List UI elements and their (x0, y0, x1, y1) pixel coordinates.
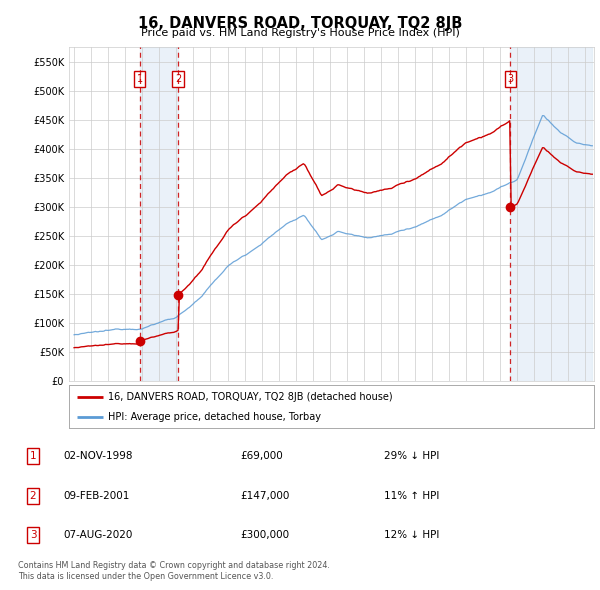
Text: HPI: Average price, detached house, Torbay: HPI: Average price, detached house, Torb… (109, 412, 322, 422)
Text: Contains HM Land Registry data © Crown copyright and database right 2024.: Contains HM Land Registry data © Crown c… (18, 561, 330, 570)
Text: 3: 3 (507, 74, 514, 84)
Text: £147,000: £147,000 (240, 491, 289, 500)
Text: Price paid vs. HM Land Registry's House Price Index (HPI): Price paid vs. HM Land Registry's House … (140, 28, 460, 38)
Text: 2: 2 (29, 491, 37, 500)
Text: 29% ↓ HPI: 29% ↓ HPI (384, 451, 439, 461)
Bar (511, 47, 592, 381)
Text: This data is licensed under the Open Government Licence v3.0.: This data is licensed under the Open Gov… (18, 572, 274, 581)
Text: 12% ↓ HPI: 12% ↓ HPI (384, 530, 439, 540)
Text: £69,000: £69,000 (240, 451, 283, 461)
Text: 16, DANVERS ROAD, TORQUAY, TQ2 8JB: 16, DANVERS ROAD, TORQUAY, TQ2 8JB (138, 16, 462, 31)
Text: 16, DANVERS ROAD, TORQUAY, TQ2 8JB (detached house): 16, DANVERS ROAD, TORQUAY, TQ2 8JB (deta… (109, 392, 393, 402)
Text: 11% ↑ HPI: 11% ↑ HPI (384, 491, 439, 500)
Text: 09-FEB-2001: 09-FEB-2001 (63, 491, 130, 500)
Text: 1: 1 (29, 451, 37, 461)
Text: 1: 1 (137, 74, 143, 84)
Text: 2: 2 (175, 74, 181, 84)
Text: £300,000: £300,000 (240, 530, 289, 540)
Text: 02-NOV-1998: 02-NOV-1998 (63, 451, 133, 461)
Bar (140, 47, 178, 381)
Text: 07-AUG-2020: 07-AUG-2020 (63, 530, 133, 540)
Text: 3: 3 (29, 530, 37, 540)
